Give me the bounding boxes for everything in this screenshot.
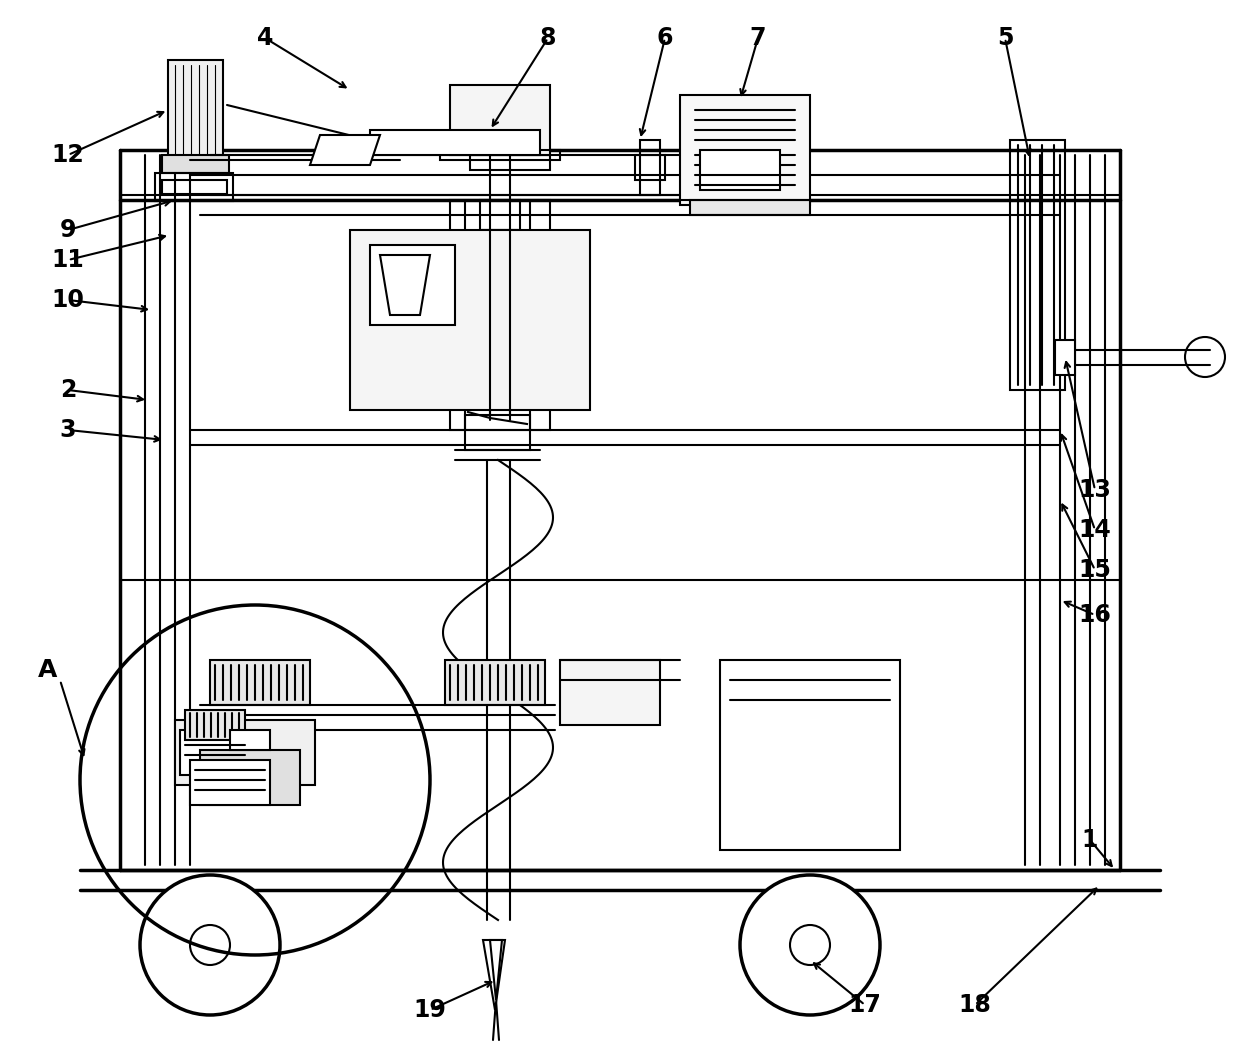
Polygon shape bbox=[484, 940, 505, 1010]
Bar bbox=[450, 85, 551, 155]
Text: 2: 2 bbox=[60, 378, 76, 402]
Circle shape bbox=[140, 875, 280, 1015]
Bar bbox=[370, 245, 455, 325]
Text: 9: 9 bbox=[60, 218, 76, 242]
Polygon shape bbox=[490, 940, 502, 1001]
Bar bbox=[640, 140, 660, 195]
Bar bbox=[185, 710, 246, 740]
Bar bbox=[162, 155, 229, 173]
Bar bbox=[470, 155, 551, 170]
Bar bbox=[350, 230, 590, 410]
Text: 12: 12 bbox=[52, 143, 84, 167]
Text: 19: 19 bbox=[414, 998, 446, 1022]
Text: 13: 13 bbox=[1079, 479, 1111, 502]
Text: 3: 3 bbox=[60, 418, 76, 442]
Text: 14: 14 bbox=[1079, 518, 1111, 542]
Bar bbox=[200, 750, 300, 805]
Bar bbox=[440, 150, 560, 160]
Text: 11: 11 bbox=[52, 248, 84, 272]
Polygon shape bbox=[310, 135, 379, 166]
Bar bbox=[689, 201, 810, 215]
Text: 10: 10 bbox=[52, 288, 84, 312]
Bar bbox=[465, 415, 529, 450]
Text: 6: 6 bbox=[657, 27, 673, 50]
Text: A: A bbox=[38, 658, 58, 682]
Text: 18: 18 bbox=[959, 993, 992, 1017]
Bar bbox=[229, 730, 270, 750]
Text: 7: 7 bbox=[750, 27, 766, 50]
Bar bbox=[190, 760, 270, 805]
Bar bbox=[180, 730, 236, 775]
Bar bbox=[167, 60, 223, 160]
Bar bbox=[445, 660, 546, 705]
Bar bbox=[1011, 140, 1065, 390]
Text: 5: 5 bbox=[997, 27, 1013, 50]
Bar bbox=[701, 150, 780, 190]
Polygon shape bbox=[379, 255, 430, 315]
Polygon shape bbox=[370, 131, 539, 155]
Text: 17: 17 bbox=[848, 993, 882, 1017]
Bar bbox=[210, 660, 310, 705]
Bar bbox=[720, 660, 900, 850]
Bar bbox=[450, 201, 551, 430]
Text: 1: 1 bbox=[1081, 828, 1099, 852]
Bar bbox=[480, 201, 520, 230]
Bar bbox=[560, 660, 660, 725]
Bar bbox=[175, 720, 315, 785]
Bar bbox=[635, 155, 665, 180]
Bar bbox=[484, 230, 517, 250]
Text: 4: 4 bbox=[257, 27, 273, 50]
Text: 16: 16 bbox=[1079, 603, 1111, 627]
Text: 15: 15 bbox=[1079, 558, 1111, 582]
Bar bbox=[1055, 340, 1075, 375]
Bar bbox=[680, 95, 810, 205]
Circle shape bbox=[740, 875, 880, 1015]
Text: 8: 8 bbox=[539, 27, 557, 50]
Bar bbox=[162, 180, 227, 194]
Bar bbox=[155, 173, 233, 201]
